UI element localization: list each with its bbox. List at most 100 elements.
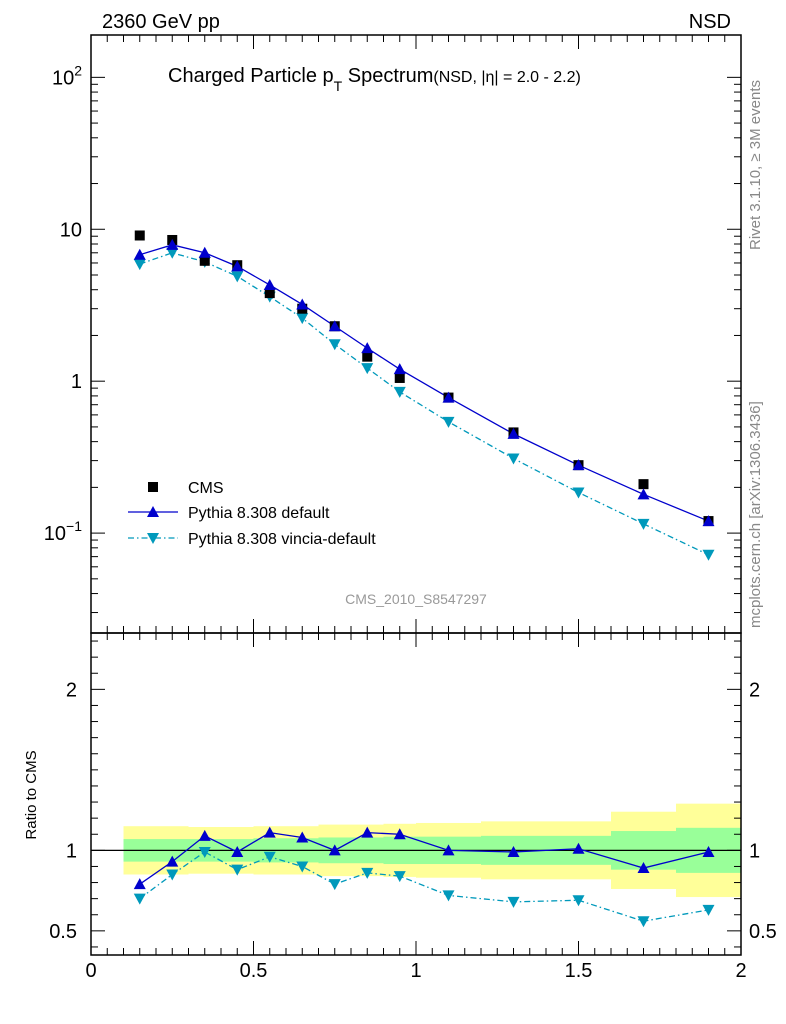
default-ratio-point — [442, 844, 455, 856]
default-ratio-point — [393, 828, 406, 840]
default-point — [296, 298, 309, 310]
default-ratio-point — [198, 829, 211, 841]
vincia-ratio-point — [166, 869, 179, 881]
vincia-ratio-point — [263, 851, 276, 863]
vincia-series-line — [139, 252, 709, 556]
vincia-point — [166, 247, 179, 259]
vincia-point — [296, 313, 309, 325]
default-ratio-point — [572, 842, 585, 854]
default-ratio-point — [263, 826, 276, 838]
ratio-ytick-label: 1 — [749, 840, 760, 862]
ratio-axes: 0.5 0.5 1 1 2 2 0 0.5 1 1.5 2 — [49, 633, 777, 982]
ytick-label-exponent: 2 — [74, 62, 82, 78]
vincia-point — [572, 487, 585, 499]
title-sub: T — [334, 78, 343, 94]
vincia-ratio-line — [139, 851, 709, 922]
ratio-series — [133, 826, 715, 928]
default-point — [572, 459, 585, 471]
vincia-point — [328, 339, 341, 351]
vincia-point — [393, 386, 406, 398]
legend-marker-cms — [148, 482, 158, 492]
main-title: Charged Particle pT Spectrum(NSD, |η| = … — [168, 65, 581, 94]
vincia-point — [702, 549, 715, 561]
default-ratio-line — [139, 831, 709, 885]
ratio-xtick-label: 2 — [735, 960, 746, 982]
ratio-ytick-label: 0.5 — [749, 921, 777, 943]
default-ratio-point — [296, 831, 309, 843]
ratio-xtick-label: 1.5 — [565, 960, 593, 982]
default-point — [166, 238, 179, 250]
ytick-label-base: 10 — [44, 523, 66, 545]
vincia-ratio-point — [637, 916, 650, 928]
title-note: (NSD, |η| = 2.0 - 2.2) — [433, 69, 580, 86]
legend-label: Pythia 8.308 default — [188, 505, 330, 522]
ratio-ylabel: Ratio to CMS — [23, 750, 40, 839]
ytick-label-base: 1 — [71, 371, 82, 393]
main-ytick-label: 10−1 — [44, 518, 82, 545]
main-ytick-label: 102 — [52, 62, 82, 89]
default-ratio-point — [702, 845, 715, 857]
vincia-ratio-point — [393, 871, 406, 883]
default-point — [507, 427, 520, 439]
vincia-point — [637, 518, 650, 530]
cms-point — [362, 351, 373, 362]
ratio-panel-frame — [90, 632, 742, 956]
rivet-label: Rivet 3.1.10, ≥ 3M events — [747, 80, 764, 250]
cms-point — [394, 372, 405, 383]
default-point — [361, 342, 374, 354]
default-point — [231, 260, 244, 272]
default-point — [393, 363, 406, 375]
default-ratio-point — [328, 844, 341, 856]
vincia-point — [442, 416, 455, 428]
legend: CMS Pythia 8.308 default Pythia 8.308 vinc… — [128, 480, 376, 548]
header-right: NSD — [689, 11, 731, 33]
ytick-label-exponent: −1 — [66, 518, 82, 534]
analysis-watermark: CMS_2010_S8547297 — [345, 591, 487, 607]
vincia-point — [361, 363, 374, 375]
main-ytick-label: 1 — [71, 371, 82, 393]
vincia-ratio-point — [296, 861, 309, 873]
default-ratio-point — [361, 826, 374, 838]
default-ratio-point — [231, 845, 244, 857]
ratio-xtick-label: 0 — [85, 960, 96, 982]
vincia-point — [507, 453, 520, 465]
default-point — [637, 488, 650, 500]
legend-label: CMS — [188, 480, 224, 497]
ytick-label-base: 10 — [52, 67, 74, 89]
cms-point — [199, 255, 210, 266]
default-ratio-point — [166, 855, 179, 867]
vincia-ratio-point — [231, 864, 244, 876]
ratio-ytick-label: 2 — [66, 679, 77, 701]
cms-point — [134, 230, 145, 241]
default-point — [263, 278, 276, 290]
ytick-label-base: 10 — [60, 219, 82, 241]
default-ratio-point — [507, 845, 520, 857]
vincia-ratio-point — [198, 846, 211, 858]
legend-marker-vincia — [147, 533, 159, 544]
ratio-ytick-label: 2 — [749, 679, 760, 701]
vincia-ratio-point — [507, 896, 520, 908]
main-series — [133, 230, 715, 561]
default-ratio-point — [637, 862, 650, 874]
legend-marker-default — [147, 506, 159, 517]
ratio-ytick-label: 1 — [66, 840, 77, 862]
default-ratio-point — [133, 878, 146, 890]
main-ytick-label: 10 — [60, 219, 82, 241]
default-point — [442, 391, 455, 403]
title-main: Charged Particle p — [168, 65, 334, 87]
vincia-ratio-point — [442, 890, 455, 902]
ratio-xtick-label: 1 — [410, 960, 421, 982]
vincia-point — [231, 271, 244, 283]
vincia-point — [133, 259, 146, 271]
vincia-ratio-point — [572, 895, 585, 907]
vincia-ratio-point — [328, 879, 341, 891]
default-point — [328, 320, 341, 332]
vincia-ratio-point — [133, 893, 146, 905]
default-series-line — [139, 244, 709, 522]
mcplots-label: mcplots.cern.ch [arXiv:1306.3436] — [747, 401, 764, 628]
header-left: 2360 GeV pp — [102, 11, 220, 33]
default-point — [702, 515, 715, 527]
title-main2: Spectrum — [342, 65, 433, 87]
